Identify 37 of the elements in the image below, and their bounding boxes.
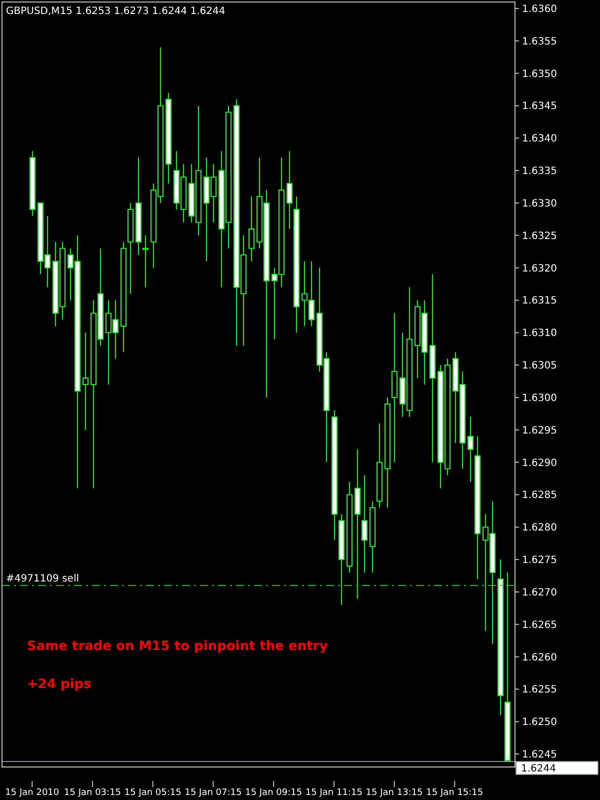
y-tick-label: 1.6355 — [522, 36, 557, 48]
x-tick-label: 15 Jan 13:15 — [366, 788, 423, 798]
y-tick-label: 1.6285 — [522, 490, 557, 502]
chart-title: GBPUSD,M15 1.6253 1.6273 1.6244 1.6244 — [6, 6, 226, 17]
ref-line-label: 1.6244 — [521, 764, 556, 774]
x-tick-label: 15 Jan 2010 — [5, 788, 60, 798]
x-tick-label: 15 Jan 03:15 — [64, 788, 122, 798]
y-tick-label: 1.6245 — [522, 750, 557, 761]
x-tick-label: 15 Jan 09:15 — [245, 788, 302, 798]
y-tick-label: 1.6250 — [522, 717, 557, 728]
y-tick-label: 1.6340 — [522, 134, 557, 145]
y-tick-label: 1.6335 — [522, 166, 557, 178]
y-tick-label: 1.6270 — [522, 587, 557, 598]
y-tick-label: 1.6255 — [522, 684, 557, 696]
ref-line-label: #4971109 sell — [6, 574, 80, 584]
y-tick-label: 1.6280 — [522, 522, 557, 534]
y-tick-label: 1.6315 — [522, 296, 557, 307]
annotation: +24 pips — [27, 677, 92, 692]
x-tick-label: 15 Jan 05:15 — [124, 788, 182, 798]
y-tick-label: 1.6325 — [522, 230, 557, 242]
y-tick-label: 1.6310 — [522, 328, 557, 340]
annotation: Same trade on M15 to pinpoint the entry — [27, 639, 328, 654]
y-tick-label: 1.6295 — [522, 425, 557, 436]
y-tick-label: 1.6275 — [522, 555, 557, 566]
y-tick-label: 1.6345 — [522, 101, 557, 112]
y-tick-label: 1.6265 — [522, 620, 557, 631]
y-tick-label: 1.6350 — [522, 68, 557, 80]
y-tick-label: 1.6330 — [522, 198, 557, 210]
y-tick-label: 1.6360 — [522, 4, 557, 15]
y-tick-label: 1.6260 — [522, 652, 557, 664]
x-tick-label: 15 Jan 07:15 — [184, 788, 242, 798]
y-tick-label: 1.6320 — [522, 263, 557, 274]
x-tick-label: 15 Jan 11:15 — [305, 788, 362, 798]
y-tick-label: 1.6300 — [522, 392, 557, 404]
y-tick-label: 1.6290 — [522, 458, 557, 469]
y-tick-label: 1.6305 — [522, 360, 557, 372]
x-tick-label: 15 Jan 15:15 — [426, 788, 484, 798]
